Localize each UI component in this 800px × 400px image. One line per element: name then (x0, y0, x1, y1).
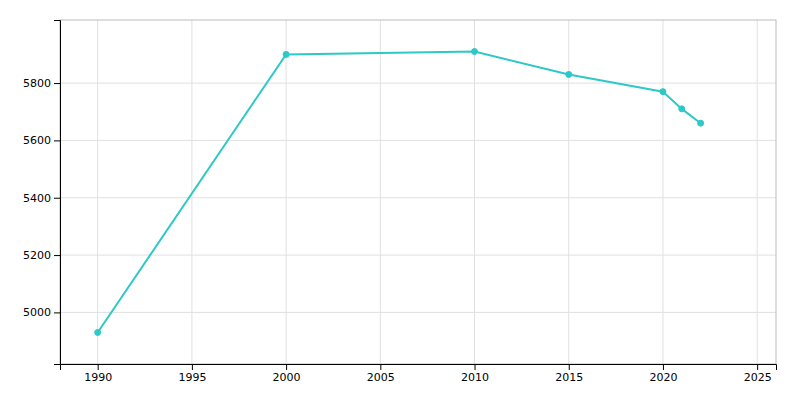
tick: 2025 (744, 364, 772, 384)
tick: 5600 (23, 134, 60, 147)
tick: 1990 (84, 364, 112, 384)
series (95, 49, 704, 336)
grid-line-y (60, 83, 776, 84)
point (95, 329, 101, 335)
plot-frame (60, 20, 776, 364)
tick-mark (475, 364, 476, 370)
chart: 1990 1995 2000 2005 2010 2015 2020 2025 5000 5200… (0, 0, 800, 400)
tick-mark (54, 312, 60, 313)
grid-line-y (60, 312, 776, 313)
tick-mark (54, 198, 60, 199)
tick-label: 5000 (23, 306, 51, 319)
tick-mark (569, 364, 570, 370)
point (679, 106, 685, 112)
tick: 2020 (649, 364, 677, 384)
tick-mark (757, 364, 758, 370)
tick: 2005 (367, 364, 395, 384)
point (698, 120, 704, 126)
tick-label: 2010 (461, 371, 489, 384)
tick-label: 5600 (23, 134, 51, 147)
axis-line (61, 365, 777, 371)
grid-line-y (60, 140, 776, 141)
tick-label: 2025 (744, 371, 772, 384)
point (660, 89, 666, 95)
tick-label: 5800 (23, 77, 51, 90)
tick: 2015 (555, 364, 583, 384)
tick-mark (380, 364, 381, 370)
grid-line-y (60, 255, 776, 256)
tick-label: 1990 (84, 371, 112, 384)
tick: 5400 (23, 192, 60, 205)
axis-line (54, 21, 61, 365)
tick-mark (286, 364, 287, 370)
point (472, 49, 478, 55)
tick-label: 1995 (178, 371, 206, 384)
tick-label: 2000 (273, 371, 301, 384)
y-axis: 5000 5200 5400 5600 5800 (23, 21, 61, 365)
tick-label: 2005 (367, 371, 395, 384)
grid (60, 20, 776, 364)
line (98, 52, 701, 333)
tick-mark (98, 364, 99, 370)
x-axis: 1990 1995 2000 2005 2010 2015 2020 2025 (61, 364, 777, 384)
tick: 5200 (23, 249, 60, 262)
tick: 1995 (178, 364, 206, 384)
tick-mark (663, 364, 664, 370)
tick: 5000 (23, 306, 60, 319)
tick: 2010 (461, 364, 489, 384)
tick-mark (192, 364, 193, 370)
tick-label: 2015 (555, 371, 583, 384)
tick-label: 5400 (23, 192, 51, 205)
tick: 5800 (23, 77, 60, 90)
grid-line-y (60, 197, 776, 198)
plot: 1990 1995 2000 2005 2010 2015 2020 2025 5000 5200… (23, 20, 777, 384)
tick-label: 5200 (23, 249, 51, 262)
tick-mark (54, 140, 60, 141)
tick-mark (54, 255, 60, 256)
tick: 2000 (273, 364, 301, 384)
point (566, 71, 572, 77)
point (283, 51, 289, 57)
tick-mark (54, 83, 60, 84)
tick-label: 2020 (649, 371, 677, 384)
